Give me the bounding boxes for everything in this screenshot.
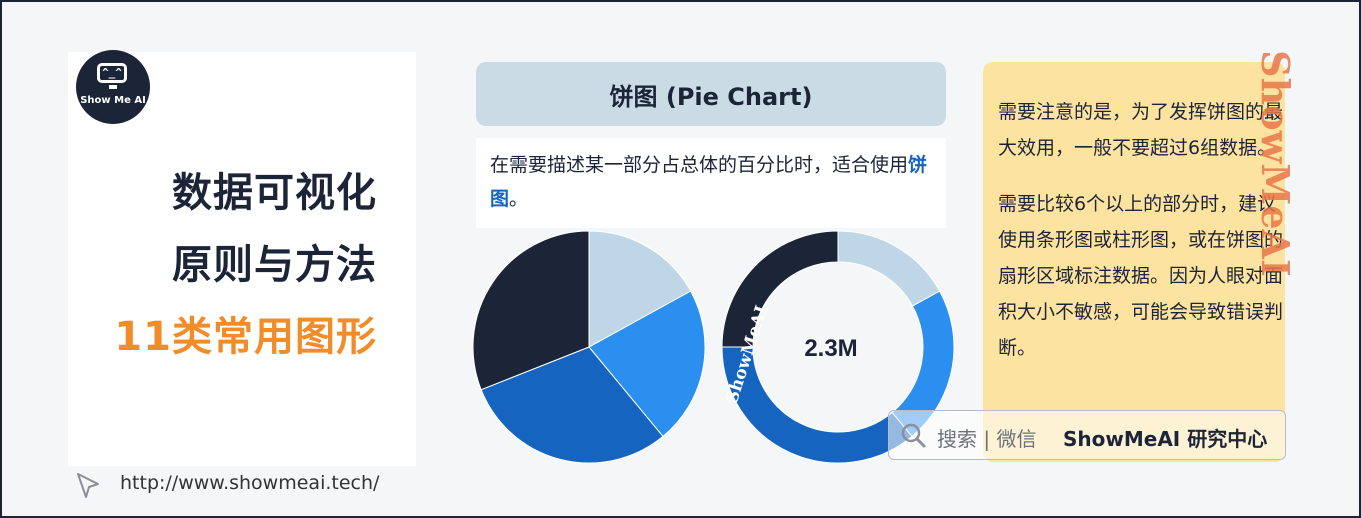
website-link[interactable]: http://www.showmeai.tech/ [120, 472, 380, 494]
description-main: 在需要描述某一部分占总体的百分比时，适合使用 [490, 154, 909, 176]
showmeai-logo: ^_^ Show Me AI [76, 50, 150, 124]
donut-slice-1 [837, 230, 941, 307]
search-label: 搜索 | 微信 [937, 427, 1037, 451]
title-line-3: 11类常用图形 [114, 314, 377, 360]
search-icon [901, 423, 926, 448]
donut-center-label: 2.3M [804, 335, 857, 362]
pie-chart [472, 230, 706, 464]
cursor-icon [77, 473, 99, 498]
pie-charts: 2.3M ShowMeAI [472, 230, 955, 464]
description-highlight: 饼图 [490, 154, 928, 210]
description-box [476, 138, 946, 228]
section-header: 饼图 (Pie Chart) [476, 62, 946, 126]
pie-slice-3 [480, 346, 664, 464]
logo-stand [109, 85, 117, 89]
title-line-1: 数据可视化 [172, 170, 377, 216]
watermark-text: ShowMeAI [1252, 49, 1298, 277]
pie-slice-1 [588, 230, 692, 348]
donut-slice-4 [721, 230, 839, 348]
note-paragraph-2: 需要比较6个以上的部分时，建议使用条形图或柱形图，或在饼图的扇形区域标注数据。因… [998, 193, 1284, 359]
logo-brand-text: Show Me AI [80, 95, 146, 106]
pie-slice-4 [472, 230, 590, 391]
logo-screen-icon: ^_^ [97, 63, 127, 83]
description-end: 。 [509, 188, 529, 210]
donut-chart [721, 230, 955, 464]
wechat-search-bar[interactable]: 搜索 | 微信 ShowMeAI 研究中心 [888, 410, 1286, 460]
note-text: 需要注意的是，为了发挥饼图的最大效用，一般不要超过6组数据。 需要比较6个以上的… [998, 94, 1283, 386]
vertical-watermark: ShowMeAI [1248, 48, 1302, 278]
note-box [983, 62, 1285, 462]
pie-slice-2 [588, 290, 706, 438]
title-line-2: 原则与方法 [172, 242, 377, 288]
note-paragraph-1: 需要注意的是，为了发挥饼图的最大效用，一般不要超过6组数据。 [998, 101, 1284, 159]
description-text: 在需要描述某一部分占总体的百分比时，适合使用饼图。 [490, 148, 940, 216]
search-brand: ShowMeAI 研究中心 [1063, 427, 1268, 451]
